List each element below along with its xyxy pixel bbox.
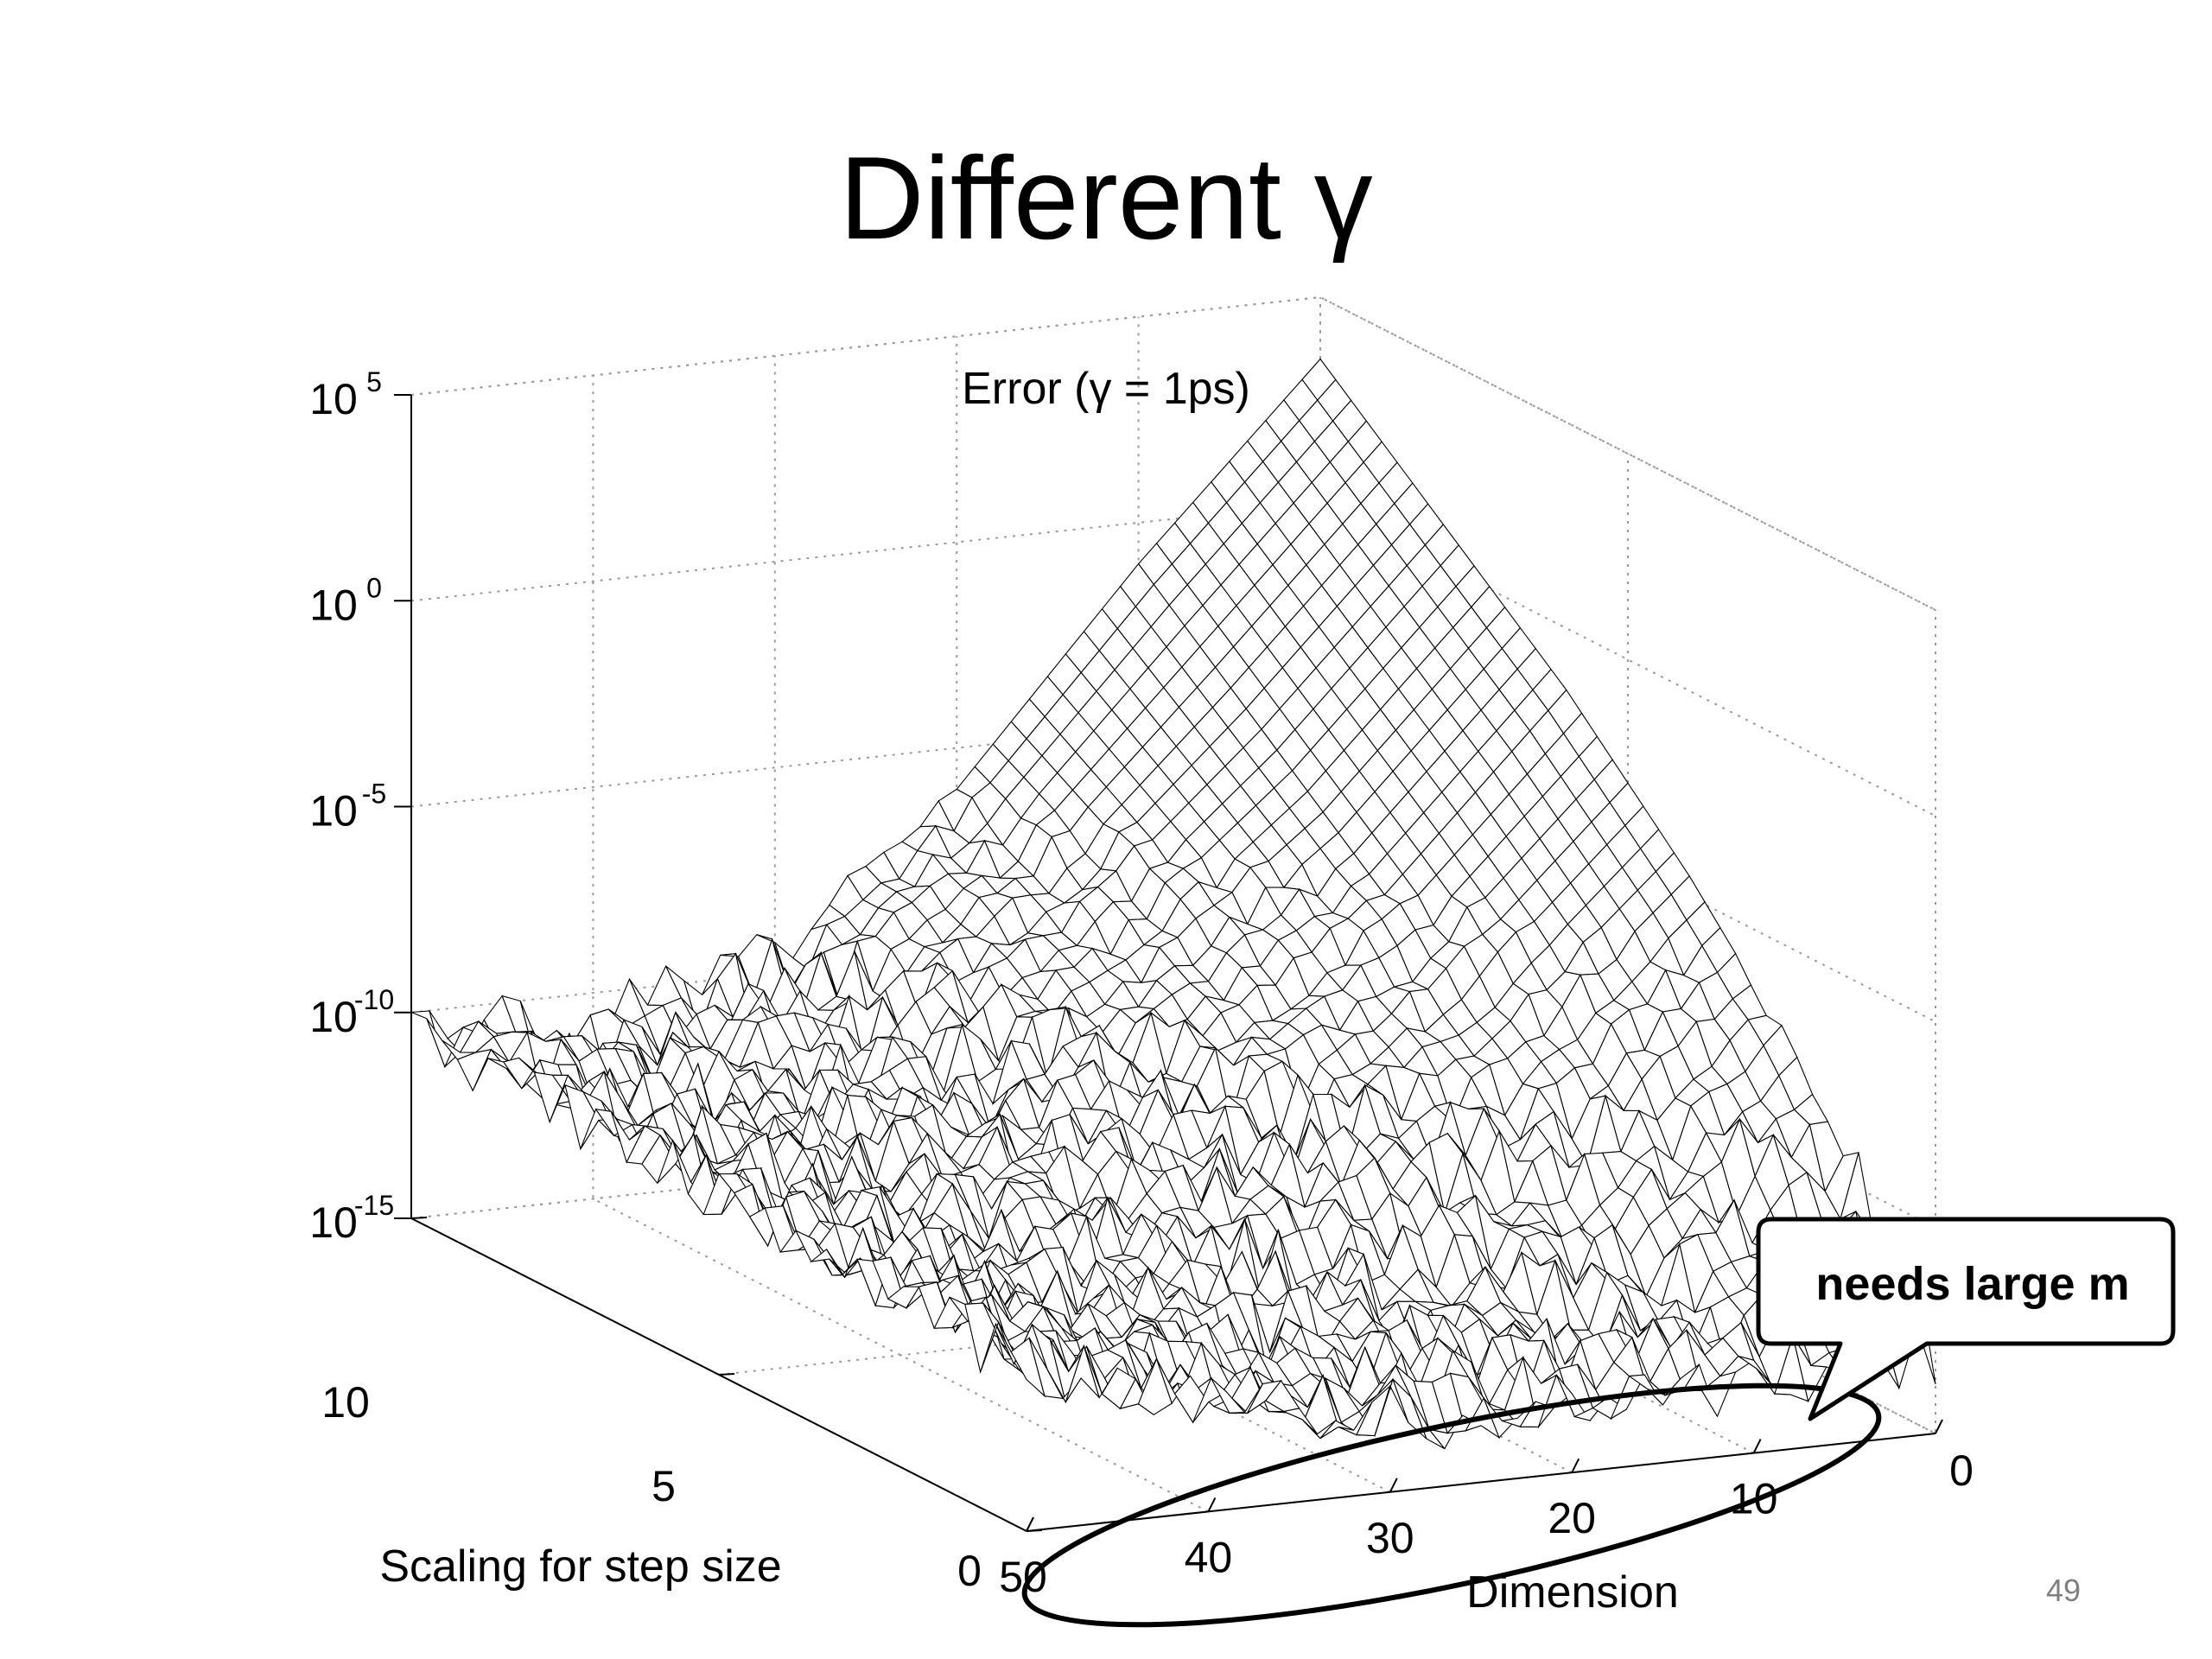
z-tick-exponent: -15 [354,1190,394,1221]
y-tick-mark [1026,1529,1043,1532]
box-top-edge [410,296,1321,396]
callout-bubble [1756,1217,2176,1421]
z-tick-label: 10 [309,375,358,423]
axes [394,394,1943,1532]
y-tick-label: 10 [321,1378,370,1427]
x-tick-mark [1026,1516,1034,1532]
x-tick-mark [1389,1478,1398,1493]
grid-line-z [410,708,1936,1023]
x-axis-line [1026,1433,1936,1532]
x-tick-label: 0 [1949,1446,1974,1495]
grid-line-z [410,502,1936,817]
x-tick-mark [1752,1439,1762,1454]
x-tick-label: 30 [1366,1514,1414,1562]
y-axis-label: Scaling for step size [379,1541,781,1592]
dimension-highlight-ellipse [1021,1382,1882,1628]
x-tick-label: 40 [1185,1533,1233,1581]
callout-text: needs large m [1815,1258,2130,1310]
x-tick-mark [1935,1419,1943,1434]
y-tick-mark [718,1373,735,1376]
page-number: 49 [2046,1573,2082,1608]
z-tick-exponent: 0 [366,572,382,603]
z-tick-exponent: -10 [354,984,394,1015]
y-tick-mark [410,1217,428,1219]
y-tick-label: 0 [957,1547,982,1595]
slide-title: Different γ [839,132,1373,264]
x-tick-label: 20 [1548,1494,1596,1542]
annotation-layer [1021,1217,2176,1628]
z-tick-label: 10 [309,581,358,629]
x-tick-mark [1207,1497,1217,1512]
z-tick-label: 10 [309,993,358,1041]
surface-mesh [410,358,1936,1450]
y-tick-label: 5 [652,1462,676,1510]
z-tick-exponent: -5 [362,779,386,810]
z-tick-exponent: 5 [366,366,382,397]
chart-title: Error (γ = 1ps) [962,364,1250,414]
z-tick-label: 10 [309,787,358,836]
z-tick-label: 10 [309,1198,358,1247]
x-tick-mark [1571,1458,1580,1473]
